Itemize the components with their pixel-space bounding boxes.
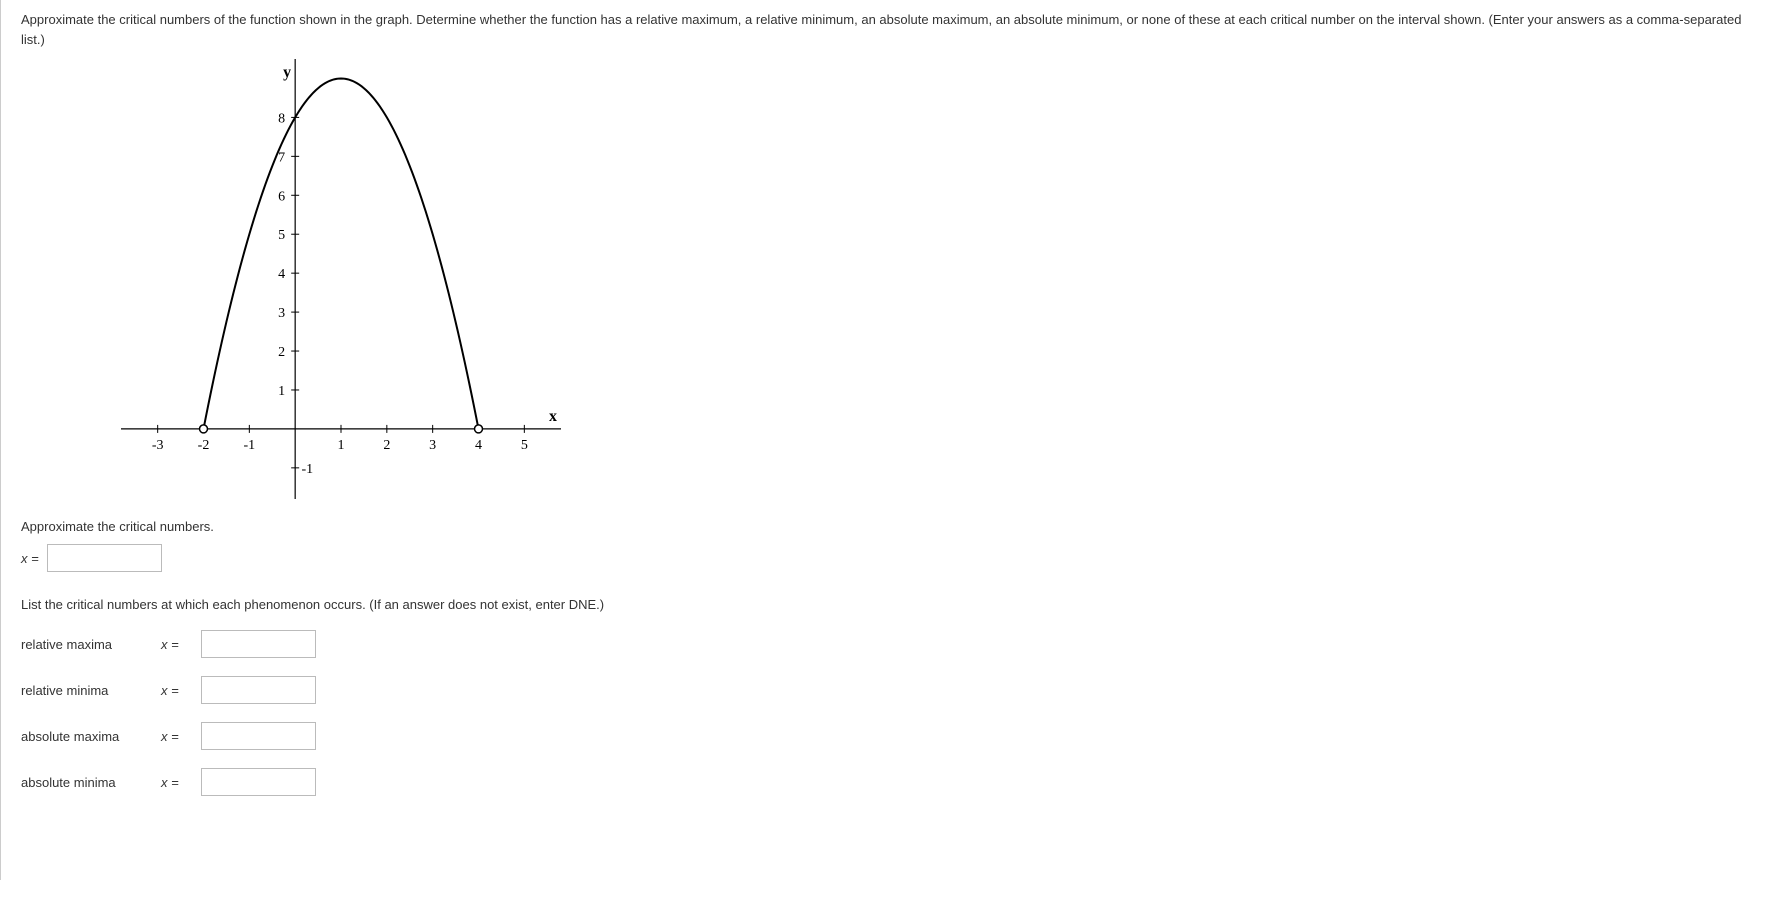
answer-label: absolute maxima — [21, 729, 161, 744]
approx-prompt: Approximate the critical numbers. — [21, 519, 1761, 534]
answer-label: relative maxima — [21, 637, 161, 652]
svg-text:5: 5 — [278, 228, 285, 243]
svg-text:7: 7 — [278, 150, 285, 165]
critical-numbers-input[interactable] — [47, 544, 162, 572]
svg-text:-3: -3 — [152, 438, 164, 453]
answer-row: absolute minimax = — [21, 768, 1761, 796]
answer-row: relative minimax = — [21, 676, 1761, 704]
graph-svg: -3 -2 -1 1 2 3 4 5 -1 1 2 3 4 5 6 7 8 x y — [121, 59, 561, 499]
answer-label: absolute minima — [21, 775, 161, 790]
svg-text:1: 1 — [278, 384, 285, 399]
answer-row: absolute maximax = — [21, 722, 1761, 750]
svg-text:8: 8 — [278, 111, 285, 126]
x-equals-label: x = — [21, 551, 39, 566]
svg-text:3: 3 — [278, 306, 285, 321]
answer-label: relative minima — [21, 683, 161, 698]
graph: -3 -2 -1 1 2 3 4 5 -1 1 2 3 4 5 6 7 8 x y — [121, 59, 1761, 499]
question-container: Approximate the critical numbers of the … — [0, 0, 1781, 880]
x-equals-label: x = — [161, 775, 201, 790]
svg-text:6: 6 — [278, 189, 285, 204]
list-prompt: List the critical numbers at which each … — [21, 597, 1761, 612]
svg-text:4: 4 — [278, 267, 285, 282]
x-equals-label: x = — [161, 637, 201, 652]
x-equals-label: x = — [161, 683, 201, 698]
answer-input[interactable] — [201, 768, 316, 796]
svg-text:2: 2 — [383, 438, 390, 453]
svg-text:-2: -2 — [198, 438, 210, 453]
answer-input[interactable] — [201, 722, 316, 750]
svg-text:2: 2 — [278, 345, 285, 360]
answer-input[interactable] — [201, 676, 316, 704]
critical-numbers-row: x = — [21, 544, 1761, 572]
svg-text:x: x — [549, 408, 557, 425]
svg-text:1: 1 — [338, 438, 345, 453]
svg-text:5: 5 — [521, 438, 528, 453]
answer-row: relative maximax = — [21, 630, 1761, 658]
x-equals-label: x = — [161, 729, 201, 744]
answer-input[interactable] — [201, 630, 316, 658]
svg-text:3: 3 — [429, 438, 436, 453]
question-text: Approximate the critical numbers of the … — [21, 10, 1761, 49]
answer-list: relative maximax =relative minimax =abso… — [21, 630, 1761, 796]
svg-text:4: 4 — [475, 438, 482, 453]
svg-text:y: y — [283, 64, 291, 81]
svg-text:-1: -1 — [301, 462, 313, 477]
svg-text:-1: -1 — [243, 438, 255, 453]
